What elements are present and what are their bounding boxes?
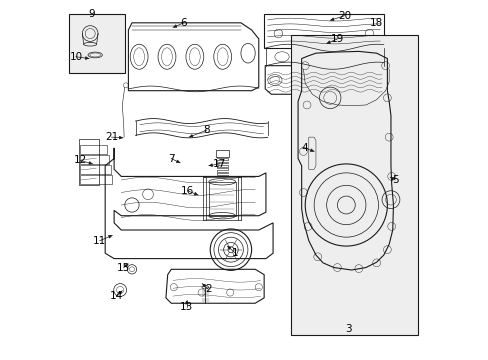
Text: 10: 10 [69, 52, 82, 62]
Text: 16: 16 [181, 186, 194, 196]
Text: 13: 13 [180, 302, 193, 312]
Text: 6: 6 [180, 18, 187, 28]
Text: 17: 17 [212, 159, 225, 169]
Bar [69, 14, 124, 73]
Bar [80, 139, 99, 185]
Text: 15: 15 [117, 262, 130, 273]
Bar [80, 145, 107, 154]
Text: 19: 19 [330, 34, 343, 44]
Bar [80, 165, 110, 174]
Text: 9: 9 [88, 9, 95, 19]
Text: 8: 8 [203, 125, 210, 135]
Text: 11: 11 [93, 236, 106, 246]
Bar [80, 175, 112, 184]
Text: 21: 21 [105, 132, 118, 142]
Text: 2: 2 [204, 284, 211, 294]
Text: 4: 4 [301, 143, 307, 153]
Bar [208, 182, 235, 216]
Text: 18: 18 [369, 18, 383, 28]
Bar [215, 150, 228, 157]
Bar [80, 155, 108, 163]
Text: 3: 3 [344, 324, 351, 334]
Bar [290, 35, 417, 336]
Text: 7: 7 [167, 154, 174, 163]
Text: 20: 20 [337, 11, 350, 21]
Text: 1: 1 [232, 248, 239, 258]
Bar [264, 14, 383, 48]
Text: 12: 12 [73, 156, 87, 165]
Text: 14: 14 [110, 291, 123, 301]
Text: 5: 5 [391, 175, 398, 185]
